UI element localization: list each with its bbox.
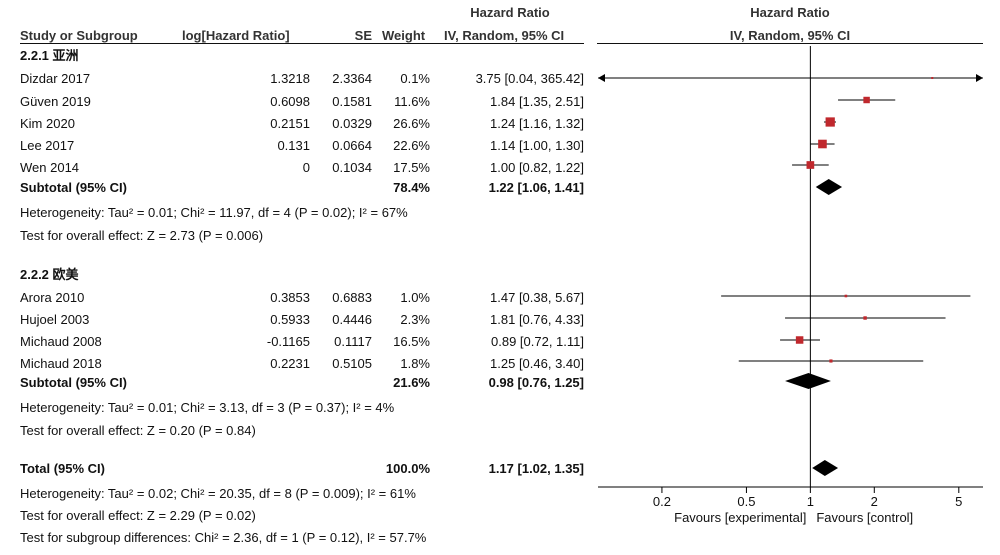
overall-effect-text: Test for overall effect: Z = 0.20 (P = 0… bbox=[20, 423, 256, 438]
hr-header-right: Hazard Ratio bbox=[750, 5, 830, 20]
x-tick-label: 2 bbox=[871, 494, 878, 509]
study-name: Arora 2010 bbox=[20, 290, 85, 305]
study-name: Kim 2020 bbox=[20, 116, 75, 131]
effect-square bbox=[931, 77, 934, 79]
se-value: 0.1034 bbox=[332, 160, 372, 175]
col-weight-header: Weight bbox=[382, 28, 426, 43]
overall-effect-text: Test for overall effect: Z = 2.73 (P = 0… bbox=[20, 228, 264, 243]
loghr-value: 0.5933 bbox=[270, 312, 310, 327]
weight-value: 1.0% bbox=[400, 290, 430, 305]
ci-value: 1.14 [1.00, 1.30] bbox=[490, 138, 584, 153]
ci-value: 1.25 [0.46, 3.40] bbox=[490, 356, 584, 371]
effect-square bbox=[806, 161, 815, 169]
plot-ci-header: IV, Random, 95% CI bbox=[729, 28, 851, 43]
ci-value: 1.47 [0.38, 5.67] bbox=[490, 290, 584, 305]
subtotal-weight: 78.4% bbox=[393, 180, 430, 195]
total-weight: 100.0% bbox=[385, 461, 430, 476]
se-value: 0.0329 bbox=[332, 116, 372, 131]
study-name: Hujoel 2003 bbox=[20, 312, 90, 327]
favours-experimental-label: Favours [experimental] bbox=[674, 510, 806, 525]
loghr-value: 0.3853 bbox=[270, 290, 310, 305]
loghr-value: 0 bbox=[302, 160, 310, 175]
col-loghr-header: log[Hazard Ratio] bbox=[182, 28, 290, 43]
summary-diamond bbox=[785, 373, 831, 389]
effect-square bbox=[795, 336, 804, 344]
ci-value: 3.75 [0.04, 365.42] bbox=[475, 71, 584, 86]
weight-value: 26.6% bbox=[393, 116, 430, 131]
total-ci: 1.17 [1.02, 1.35] bbox=[488, 461, 584, 476]
loghr-value: -0.1165 bbox=[266, 334, 310, 349]
ci-value: 1.24 [1.16, 1.32] bbox=[490, 116, 584, 131]
subtotal-weight: 21.6% bbox=[393, 375, 430, 390]
plot-header-underline bbox=[597, 43, 983, 44]
total-heterogeneity-text: Heterogeneity: Tau² = 0.02; Chi² = 20.35… bbox=[20, 486, 416, 501]
loghr-value: 0.131 bbox=[277, 138, 310, 153]
effect-square bbox=[863, 316, 867, 320]
total-overall-effect-text: Test for overall effect: Z = 2.29 (P = 0… bbox=[20, 508, 256, 523]
ci-value: 1.81 [0.76, 4.33] bbox=[490, 312, 584, 327]
heterogeneity-text: Heterogeneity: Tau² = 0.01; Chi² = 11.97… bbox=[20, 205, 408, 220]
subgroup-differences-text: Test for subgroup differences: Chi² = 2.… bbox=[20, 530, 427, 545]
group-title: 2.2.2 欧美 bbox=[20, 267, 79, 282]
col-study-header: Study or Subgroup bbox=[20, 28, 138, 43]
col-se-header: SE bbox=[354, 28, 372, 43]
weight-value: 16.5% bbox=[393, 334, 430, 349]
weight-value: 11.6% bbox=[394, 94, 430, 109]
ci-value: 1.84 [1.35, 2.51] bbox=[490, 94, 584, 109]
group-title: 2.2.1 亚洲 bbox=[20, 48, 79, 63]
study-name: Michaud 2008 bbox=[20, 334, 102, 349]
x-tick-label: 0.5 bbox=[737, 494, 755, 509]
ci-arrow-right-icon bbox=[976, 74, 983, 82]
ci-arrow-left-icon bbox=[598, 74, 605, 82]
ci-value: 0.89 [0.72, 1.11] bbox=[491, 334, 584, 349]
x-tick-label: 1 bbox=[807, 494, 814, 509]
x-tick-label: 5 bbox=[955, 494, 962, 509]
total-label: Total (95% CI) bbox=[20, 461, 105, 476]
ci-value: 1.00 [0.82, 1.22] bbox=[490, 160, 584, 175]
effect-square bbox=[829, 359, 833, 363]
se-value: 0.1581 bbox=[332, 94, 372, 109]
weight-value: 2.3% bbox=[400, 312, 430, 327]
se-value: 0.1117 bbox=[334, 334, 372, 349]
effect-square bbox=[818, 139, 827, 149]
weight-value: 22.6% bbox=[393, 138, 430, 153]
subtotal-label: Subtotal (95% CI) bbox=[20, 375, 127, 390]
col-ci-header: IV, Random, 95% CI bbox=[444, 28, 565, 43]
loghr-value: 0.6098 bbox=[270, 94, 310, 109]
header-underline bbox=[20, 43, 584, 44]
study-name: Wen 2014 bbox=[20, 160, 80, 175]
effect-square bbox=[844, 294, 848, 298]
summary-diamond bbox=[812, 460, 839, 476]
subtotal-label: Subtotal (95% CI) bbox=[20, 180, 127, 195]
subtotal-ci: 0.98 [0.76, 1.25] bbox=[488, 375, 584, 390]
weight-value: 1.8% bbox=[400, 356, 430, 371]
study-name: Dizdar 2017 bbox=[20, 71, 91, 86]
weight-value: 0.1% bbox=[400, 71, 430, 86]
se-value: 2.3364 bbox=[332, 71, 372, 86]
summary-diamond bbox=[815, 179, 843, 195]
study-name: Michaud 2018 bbox=[20, 356, 102, 371]
heterogeneity-text: Heterogeneity: Tau² = 0.01; Chi² = 3.13,… bbox=[20, 400, 395, 415]
se-value: 0.0664 bbox=[332, 138, 372, 153]
x-tick-label: 0.2 bbox=[653, 494, 671, 509]
effect-square bbox=[863, 96, 870, 104]
study-name: Lee 2017 bbox=[20, 138, 75, 153]
se-value: 0.5105 bbox=[332, 356, 372, 371]
loghr-value: 0.2231 bbox=[270, 356, 310, 371]
se-value: 0.4446 bbox=[332, 312, 372, 327]
subtotal-ci: 1.22 [1.06, 1.41] bbox=[488, 180, 584, 195]
hr-header-left: Hazard Ratio bbox=[470, 5, 550, 20]
loghr-value: 0.2151 bbox=[270, 116, 310, 131]
favours-control-label: Favours [control] bbox=[816, 510, 913, 525]
loghr-value: 1.3218 bbox=[270, 71, 310, 86]
effect-square bbox=[825, 117, 835, 127]
se-value: 0.6883 bbox=[332, 290, 372, 305]
study-name: Güven 2019 bbox=[20, 94, 91, 109]
weight-value: 17.5% bbox=[393, 160, 430, 175]
